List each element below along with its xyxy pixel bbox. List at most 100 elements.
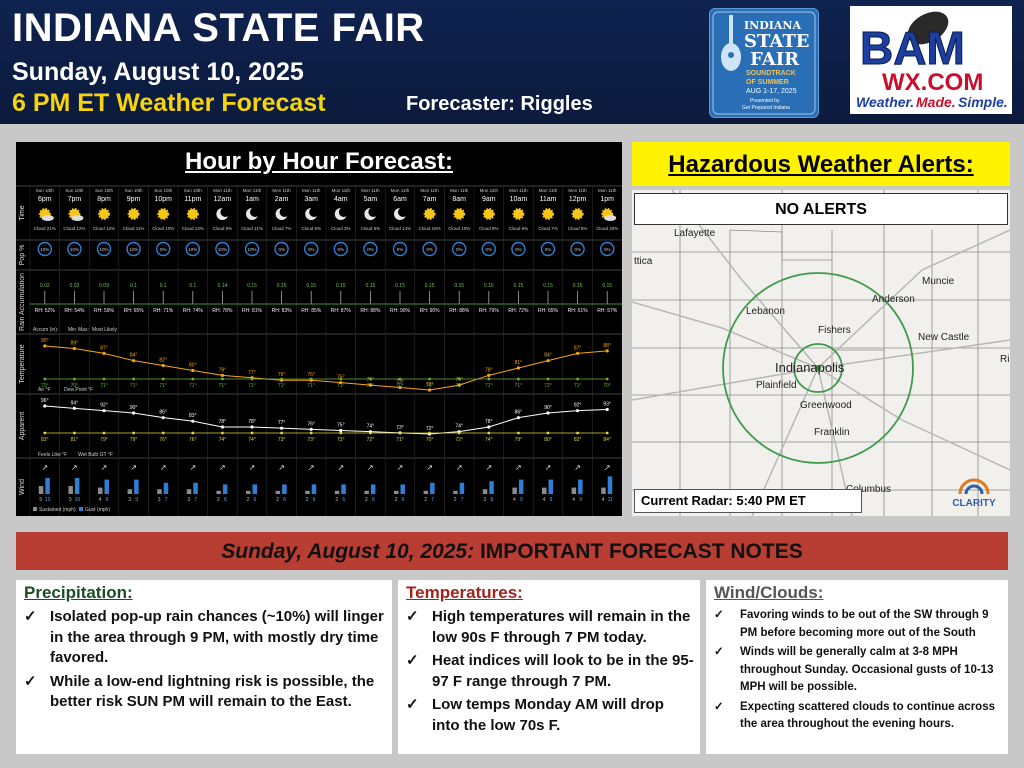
- temp-label: 84°: [130, 353, 138, 359]
- hour-time-label: 1am: [245, 196, 259, 203]
- cloud-cover-label: Cloud 7%: [272, 226, 292, 231]
- pop-ring: [481, 241, 496, 257]
- temp-line: [44, 345, 608, 391]
- pop-ring: [333, 241, 348, 257]
- sustained-wind-bar: [482, 489, 488, 494]
- cloud-cover-label: Cloud 12%: [93, 226, 115, 231]
- rain-max-value: 0.15: [247, 283, 257, 289]
- sustained-wind-bar: [542, 487, 547, 494]
- temp-label: 78°: [219, 367, 227, 373]
- precipitation-notes: Precipitation: ✓ Isolated pop-up rain cha…: [16, 580, 392, 754]
- gust-wind-bar: [252, 484, 257, 494]
- svg-text:Indianapolis: Indianapolis: [775, 360, 845, 375]
- feels-like-point: [605, 407, 609, 412]
- wetbulb-label: 81°: [71, 437, 79, 443]
- hour-day-label: Mon 11th: [361, 188, 380, 193]
- feels-like-label: 86°: [515, 410, 523, 416]
- wind-direction-icon: ↗: [367, 463, 374, 472]
- feels-like-label: 92°: [574, 403, 582, 409]
- hour-time-label: 7am: [423, 196, 437, 203]
- clarity-logo: CLARITY: [942, 476, 1006, 512]
- hazardous-alerts-title: Hazardous Weather Alerts:: [632, 142, 1010, 186]
- cloud-cover-label: Cloud 11%: [123, 226, 145, 231]
- svg-text:Presented by: Presented by: [750, 98, 780, 104]
- gust-wind-bar: [222, 484, 228, 494]
- svg-text:STATE: STATE: [744, 31, 810, 52]
- svg-text:Get Prepared Indiana: Get Prepared Indiana: [742, 105, 790, 111]
- pop-ring: [422, 241, 437, 257]
- gust-wind-bar: [548, 479, 553, 494]
- gust-wind-value: 6: [283, 497, 286, 503]
- hour-time-label: 5am: [364, 196, 378, 203]
- gust-wind-bar: [282, 484, 287, 494]
- feels-like-label: 73°: [396, 425, 404, 431]
- sustained-legend-swatch: [33, 507, 37, 511]
- sustained-wind-value: 4: [602, 497, 605, 503]
- svg-text:New Castle: New Castle: [918, 332, 970, 343]
- wind-direction-icon: ↗: [308, 463, 315, 472]
- temp-label: 77°: [248, 370, 256, 376]
- dewpoint-label: 71°: [307, 383, 315, 389]
- gust-wind-value: 6: [313, 497, 316, 503]
- cloud-cover-label: Cloud 8%: [568, 226, 588, 231]
- sustained-wind-bar: [186, 489, 192, 494]
- accum-legend-mid: Max:: [78, 327, 89, 333]
- hour-day-label: Mon 11th: [213, 188, 232, 193]
- wind-direction-icon: ↗: [337, 463, 344, 472]
- pop-ring: [126, 241, 141, 257]
- wind-direction-icon: ↗: [101, 463, 108, 472]
- sustained-wind-value: 2: [424, 497, 427, 503]
- dewpoint-label: 70°: [367, 383, 375, 389]
- list-item: ✓ Favoring winds to be out of the SW thro…: [714, 609, 989, 639]
- gust-wind-bar: [430, 482, 435, 494]
- gust-wind-value: 6: [224, 497, 227, 503]
- wetbulb-label: 72°: [455, 437, 463, 443]
- list-item: ✓ High temperatures will remain in the lo…: [406, 608, 691, 646]
- sun-icon: [482, 208, 495, 220]
- gust-wind-value: 9: [550, 497, 553, 503]
- list-item: ✓ Winds will be generally calm at 3-8 MPH…: [714, 646, 994, 693]
- rh-value: RH: 61%: [568, 308, 589, 314]
- wetbulb-label: 83°: [41, 437, 49, 443]
- pop-value: 10%: [99, 247, 108, 252]
- rh-value: RH: 65%: [124, 308, 145, 314]
- row-label: Rain Accumulation: [19, 273, 26, 331]
- svg-text:OF SUMMER: OF SUMMER: [746, 79, 789, 86]
- page-title: INDIANA STATE FAIR: [12, 6, 425, 50]
- wetbulb-label: 70°: [426, 437, 434, 443]
- sun-icon: [98, 208, 110, 220]
- rh-value: RH: 57%: [597, 308, 618, 314]
- wind-direction-icon: ↗: [71, 463, 78, 472]
- temp-label: 90°: [41, 338, 49, 344]
- pop-value: 10%: [188, 247, 197, 252]
- wind-direction-icon: ↗: [41, 463, 48, 472]
- hour-day-label: Mon 11th: [598, 188, 617, 193]
- rh-value: RH: 79%: [479, 308, 500, 314]
- pop-ring: [452, 241, 467, 257]
- dewpoint-label: 71°: [574, 383, 582, 389]
- gust-wind-bar: [341, 484, 346, 494]
- hour-time-label: 9pm: [127, 196, 141, 203]
- hour-time-label: 6am: [393, 196, 407, 203]
- rain-max-value: 0.15: [277, 283, 287, 289]
- check-icon: ✓: [714, 700, 724, 713]
- feels-like-label: 83°: [189, 413, 197, 419]
- sustained-wind-bar: [157, 489, 162, 494]
- cloud-cover-label: Cloud 20%: [596, 226, 618, 231]
- forecast-notes-banner: Sunday, August 10, 2025: IMPORTANT FOREC…: [16, 532, 1008, 570]
- rh-value: RH: 88%: [360, 308, 381, 314]
- check-icon: ✓: [24, 672, 37, 690]
- cloud-cover-label: Cloud 11%: [241, 226, 263, 231]
- sustained-wind-value: 4: [99, 497, 102, 503]
- gust-wind-value: 6: [402, 497, 405, 503]
- hour-day-label: Mon 11th: [509, 188, 528, 193]
- dewpoint-label: 71°: [485, 383, 493, 389]
- temp-label: 89°: [71, 340, 79, 346]
- sustained-wind-bar: [246, 490, 251, 494]
- rh-value: RH: 78%: [212, 308, 233, 314]
- dewpoint-label: 71°: [219, 383, 227, 389]
- hour-time-label: 9am: [482, 196, 496, 203]
- feels-like-label: 96°: [41, 398, 49, 404]
- rh-value: RH: 83%: [272, 308, 293, 314]
- sustained-wind-bar: [68, 486, 73, 494]
